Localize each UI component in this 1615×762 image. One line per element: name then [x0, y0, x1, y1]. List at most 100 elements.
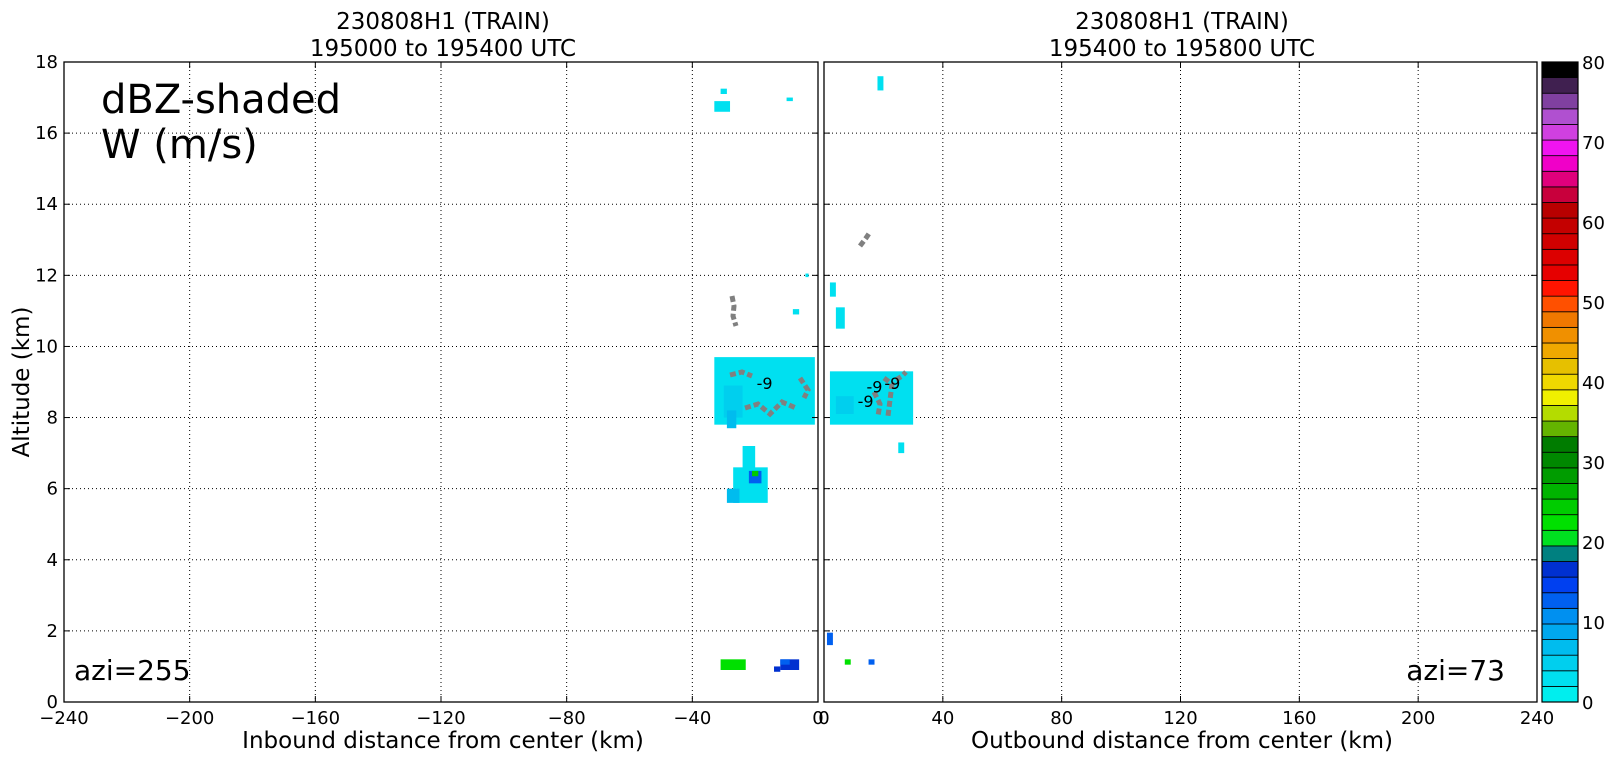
- colorbar-swatch: [1541, 155, 1579, 172]
- colorbar-swatch: [1541, 217, 1579, 235]
- left-w-contour: [729, 295, 739, 327]
- right-w-contour: [894, 370, 908, 383]
- left-legend-line2: W (m/s): [101, 122, 258, 168]
- left-echo-layer: [714, 88, 815, 672]
- colorbar-swatch: [1541, 623, 1579, 640]
- colorbar-tick-label: 30: [1582, 453, 1605, 474]
- x-tick-label: 80: [1050, 708, 1073, 729]
- colorbar-swatch: [1541, 685, 1579, 703]
- colorbar-swatch: [1541, 483, 1579, 500]
- left-tick-labels: −240 −200 −160 −120 −80 −40 0 0 2 4 6 8 10 12 14 16 18: [35, 52, 824, 729]
- colorbar-frame: [1541, 61, 1579, 703]
- colorbar-swatch: [1541, 389, 1579, 406]
- left-w-contour: [729, 369, 753, 379]
- colorbar-swatch: [1541, 467, 1579, 484]
- colorbar-swatch: [1541, 451, 1579, 469]
- left-w-contour: [797, 376, 811, 400]
- y-tick-label: 18: [35, 52, 58, 73]
- right-w-contour: [882, 376, 895, 417]
- colorbar-swatch: [1541, 186, 1579, 203]
- echo-cell: [742, 446, 756, 478]
- echo-cell: [780, 659, 790, 665]
- echo-cell: [792, 309, 800, 315]
- colorbar-swatch: [1541, 77, 1579, 94]
- colorbar-swatch: [1541, 498, 1579, 516]
- colorbar-swatch: [1541, 420, 1579, 438]
- y-tick-label: 14: [35, 194, 58, 215]
- colorbar-swatch: [1541, 295, 1579, 313]
- x-tick-label: −120: [416, 708, 465, 729]
- colorbar-swatch: [1541, 233, 1579, 250]
- echo-cell: [720, 659, 746, 670]
- x-tick-label: 160: [1282, 708, 1316, 729]
- echo-cell: [726, 488, 740, 503]
- colorbar-swatch: [1541, 670, 1579, 687]
- colorbar-swatch: [1541, 311, 1579, 328]
- x-tick-label: 0: [812, 708, 823, 729]
- colorbar-swatch: [1541, 639, 1579, 656]
- right-title-line1: 230808H1 (TRAIN): [1075, 9, 1289, 35]
- colorbar-swatch: [1541, 592, 1579, 609]
- colorbar-tick-label: 80: [1582, 53, 1605, 74]
- colorbar-tick-label: 40: [1582, 373, 1605, 394]
- echo-cell: [829, 282, 836, 297]
- echo-cell: [805, 273, 809, 278]
- echo-cell: [898, 442, 905, 454]
- colorbar-swatch: [1541, 124, 1579, 141]
- x-tick-label: −160: [291, 708, 340, 729]
- y-tick-label: 12: [35, 265, 58, 286]
- colorbar-swatch: [1541, 358, 1579, 375]
- right-gridlines: [824, 62, 1537, 702]
- x-tick-label: 200: [1401, 708, 1435, 729]
- colorbar-swatch: [1541, 529, 1579, 547]
- colorbar-swatch: [1541, 436, 1579, 453]
- colorbar-swatch: [1541, 92, 1579, 110]
- right-w-contours: -9-9 -9: [858, 230, 908, 417]
- colorbar-swatch: [1541, 654, 1579, 672]
- colorbar-tick-label: 60: [1582, 213, 1605, 234]
- y-tick-label: 2: [47, 621, 58, 642]
- left-w-contour: [744, 399, 797, 418]
- right-w-contour: [871, 390, 883, 417]
- y-tick-label: 4: [47, 550, 58, 571]
- echo-cell: [723, 385, 743, 418]
- colorbar-tick-label: 70: [1582, 133, 1605, 154]
- left-azimuth-label: azi=255: [74, 654, 191, 687]
- colorbar-tick-label: 10: [1582, 613, 1605, 634]
- colorbar-swatch: [1541, 576, 1579, 594]
- colorbar-swatch: [1541, 326, 1579, 344]
- colorbar-swatch: [1541, 170, 1579, 188]
- echo-cell: [826, 632, 833, 646]
- colorbar-swatch: [1541, 264, 1579, 281]
- colorbar-swatch: [1541, 202, 1579, 219]
- y-tick-label: 0: [47, 692, 58, 713]
- echo-cell: [726, 410, 737, 429]
- y-tick-label: 6: [47, 479, 58, 500]
- w-contour-label: -9: [757, 374, 773, 393]
- echo-cell: [786, 97, 793, 102]
- x-tick-label: 40: [931, 708, 954, 729]
- colorbar: 0 10 20 30 40 50 60 70 80: [1541, 53, 1605, 714]
- colorbar-swatch: [1541, 139, 1579, 157]
- left-panel: 230808H1 (TRAIN) 195000 to 195400 UTC -9…: [9, 9, 824, 754]
- x-tick-label: 240: [1520, 708, 1554, 729]
- right-tick-labels: 0 40 80 120 160 200 240: [818, 61, 1554, 729]
- colorbar-swatch: [1541, 514, 1579, 531]
- left-title-line2: 195000 to 195400 UTC: [310, 36, 576, 62]
- echo-cell: [868, 659, 875, 665]
- echo-cell: [835, 307, 845, 329]
- y-tick-label: 10: [35, 336, 58, 357]
- colorbar-swatch: [1541, 607, 1579, 625]
- echo-cell: [844, 659, 851, 665]
- x-tick-label: −40: [673, 708, 711, 729]
- left-w-contours: -9: [729, 295, 811, 418]
- right-azimuth-label: azi=73: [1406, 654, 1505, 687]
- colorbar-swatch: [1541, 248, 1579, 266]
- colorbar-swatch: [1541, 373, 1579, 391]
- x-tick-label: −200: [165, 708, 214, 729]
- right-x-axis-label: Outbound distance from center (km): [971, 728, 1393, 754]
- right-panel: 230808H1 (TRAIN) 195400 to 195800 UTC -9…: [818, 9, 1554, 754]
- colorbar-swatch: [1541, 545, 1579, 562]
- x-tick-label: 0: [818, 708, 829, 729]
